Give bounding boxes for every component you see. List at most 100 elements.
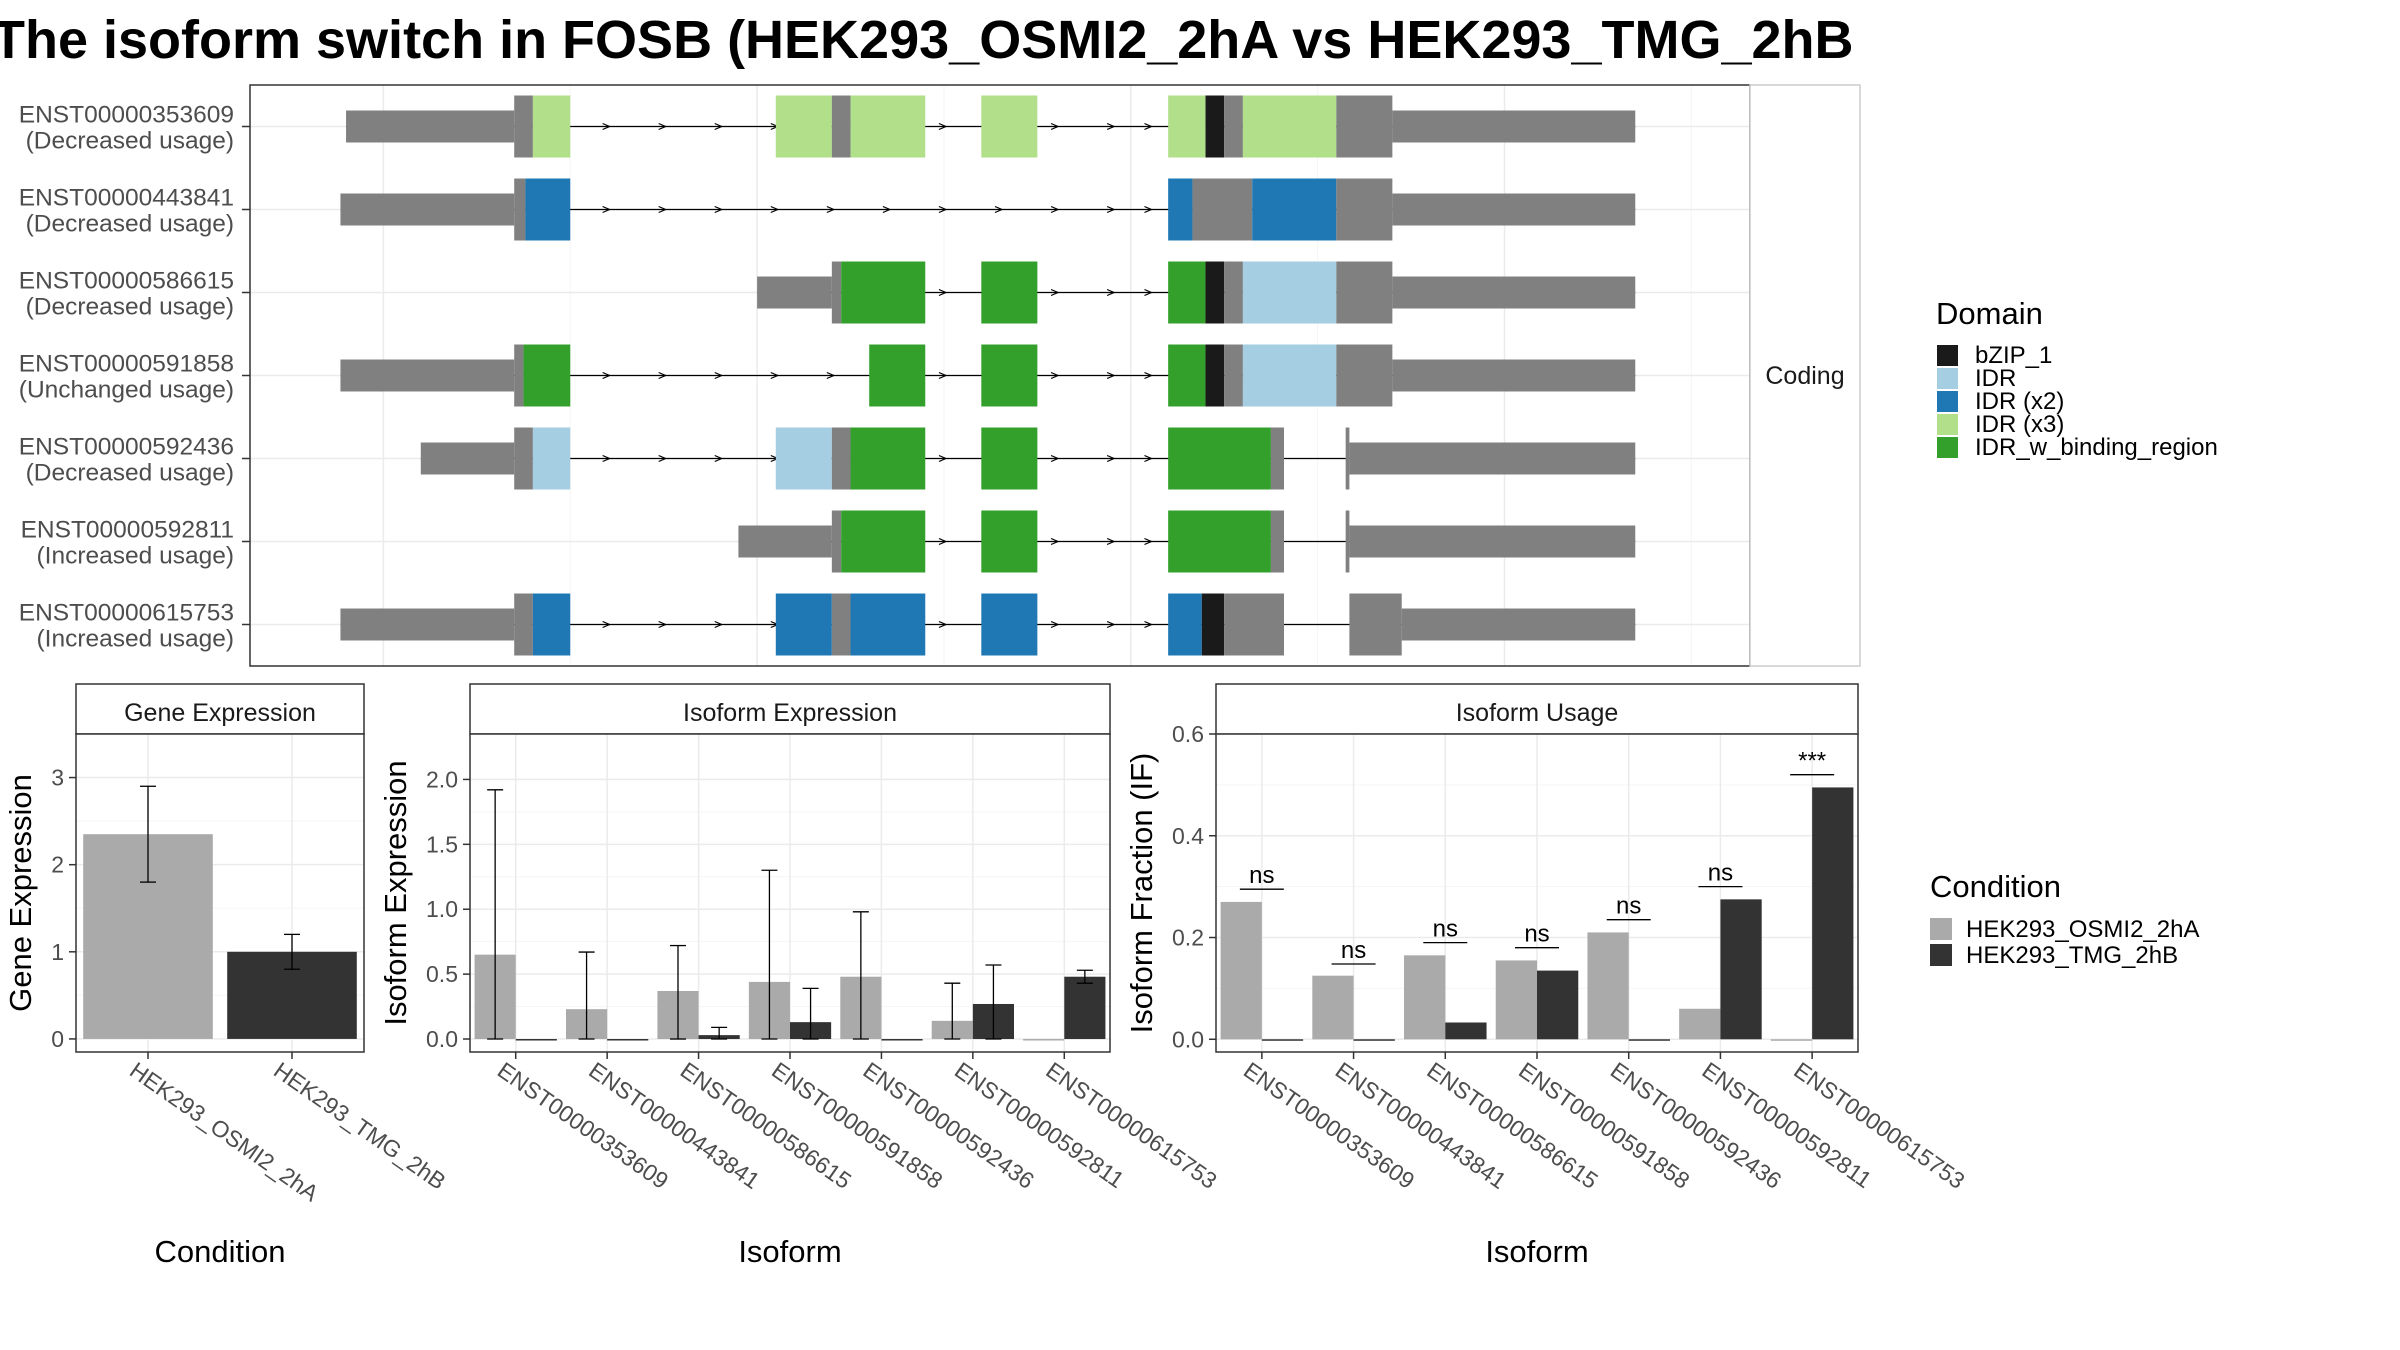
panel-title: Gene Expression	[124, 699, 316, 727]
transcript-id-label: ENST00000443841	[19, 185, 234, 212]
significance-label: ns	[1249, 862, 1274, 889]
intron-arrow	[714, 205, 724, 214]
exon-block	[523, 344, 571, 407]
intron-arrow	[1144, 537, 1153, 546]
intron-arrow	[602, 620, 612, 629]
exon-block	[850, 593, 926, 656]
utr-block	[1349, 442, 1636, 475]
utr-block	[1349, 525, 1636, 558]
intron-arrow	[1050, 205, 1060, 214]
transcript-id-label: ENST00000353609	[19, 102, 234, 129]
intron-arrow	[1106, 454, 1116, 463]
utr-block	[420, 442, 515, 475]
panel-title: Isoform Expression	[683, 699, 897, 727]
significance-label: ns	[1708, 860, 1733, 887]
intron-arrow	[1144, 288, 1153, 297]
x-tick-label: ENST00000615753	[1041, 1057, 1221, 1194]
exon-block	[1349, 593, 1402, 656]
exon-block	[1205, 344, 1225, 407]
x-tick-label: ENST00000591858	[1514, 1057, 1694, 1194]
bar	[1404, 955, 1446, 1040]
bar	[1770, 1039, 1813, 1041]
x-tick-label: ENST00000615753	[1789, 1057, 1969, 1194]
intron-arrow	[826, 371, 836, 380]
utr-block	[1392, 193, 1636, 226]
bar	[1720, 899, 1762, 1040]
exon-block	[775, 95, 832, 158]
legend-key	[1937, 391, 1958, 412]
significance-label: ns	[1341, 937, 1366, 964]
legend-key	[1937, 368, 1958, 389]
significance-label: ***	[1798, 748, 1826, 775]
exon-block	[841, 510, 926, 573]
x-tick-label: ENST00000592436	[859, 1057, 1039, 1194]
transcript-usage-label: (Increased usage)	[37, 626, 234, 653]
bar	[1064, 976, 1106, 1040]
y-tick-label: 2	[51, 852, 64, 878]
x-tick-label: ENST00000592436	[1606, 1057, 1786, 1194]
bar	[1261, 1039, 1304, 1041]
intron-arrow	[826, 205, 836, 214]
exon-block	[1242, 344, 1337, 407]
legend-key	[1930, 918, 1952, 940]
y-axis-title: Isoform Fraction (IF)	[1124, 753, 1159, 1034]
facet-strip-label: Coding	[1765, 362, 1844, 390]
exon-block	[1205, 95, 1225, 158]
utr-block	[346, 110, 515, 143]
exon-block	[1224, 593, 1284, 656]
x-axis-title: Isoform	[1485, 1234, 1588, 1269]
legend-label: HEK293_TMG_2hB	[1966, 942, 2178, 969]
exon-block	[981, 261, 1038, 324]
legend-label: bZIP_1	[1975, 342, 2052, 369]
exon-block	[1252, 178, 1337, 241]
legend-key	[1937, 437, 1958, 458]
transcript-id-label: ENST00000591858	[19, 351, 234, 378]
intron-arrow	[1050, 454, 1060, 463]
intron-arrow	[1106, 371, 1116, 380]
y-tick-label: 1	[51, 939, 64, 965]
exon-block	[981, 427, 1038, 490]
transcript-usage-label: (Decreased usage)	[26, 128, 234, 155]
intron-arrow	[1106, 537, 1116, 546]
legend-key	[1930, 944, 1952, 966]
y-tick-label: 0.4	[1172, 823, 1204, 849]
x-tick-label: ENST00000586615	[676, 1057, 856, 1194]
intron-arrow	[602, 371, 612, 380]
exon-block	[1201, 593, 1225, 656]
transcript-id-label: ENST00000586615	[19, 268, 234, 295]
x-tick-label: ENST00000443841	[1331, 1057, 1511, 1194]
intron-arrow	[1144, 454, 1153, 463]
intron-arrow	[938, 537, 948, 546]
intron-arrow	[658, 454, 668, 463]
intron-arrow	[602, 454, 612, 463]
transcript-id-label: ENST00000592811	[21, 517, 234, 544]
significance-label: ns	[1616, 893, 1641, 920]
exon-block	[525, 178, 571, 241]
y-tick-label: 0.5	[426, 961, 458, 987]
intron-arrow	[1144, 371, 1153, 380]
exon-block	[1168, 95, 1206, 158]
bar	[1220, 901, 1262, 1040]
intron-arrow	[1050, 288, 1060, 297]
y-tick-label: 3	[51, 765, 64, 791]
intron-arrow	[1106, 288, 1116, 297]
transcript-id-label: ENST00000615753	[19, 600, 234, 627]
utr-block	[1392, 359, 1636, 392]
exon-block	[831, 593, 851, 656]
legend-key	[1937, 345, 1958, 366]
exon-block	[1168, 178, 1193, 241]
exon-block	[831, 510, 842, 573]
y-tick-label: 1.0	[426, 896, 458, 922]
x-tick-label: ENST00000443841	[584, 1057, 764, 1194]
exon-block	[1242, 261, 1337, 324]
exon-block	[981, 593, 1038, 656]
y-tick-label: 1.5	[426, 831, 458, 857]
exon-block	[514, 95, 533, 158]
bar	[1445, 1022, 1487, 1040]
exon-block	[981, 510, 1038, 573]
x-tick-label: ENST00000592811	[950, 1057, 1129, 1193]
exon-block	[532, 427, 571, 490]
bar	[1312, 975, 1354, 1040]
y-tick-label: 0.0	[1172, 1026, 1204, 1052]
